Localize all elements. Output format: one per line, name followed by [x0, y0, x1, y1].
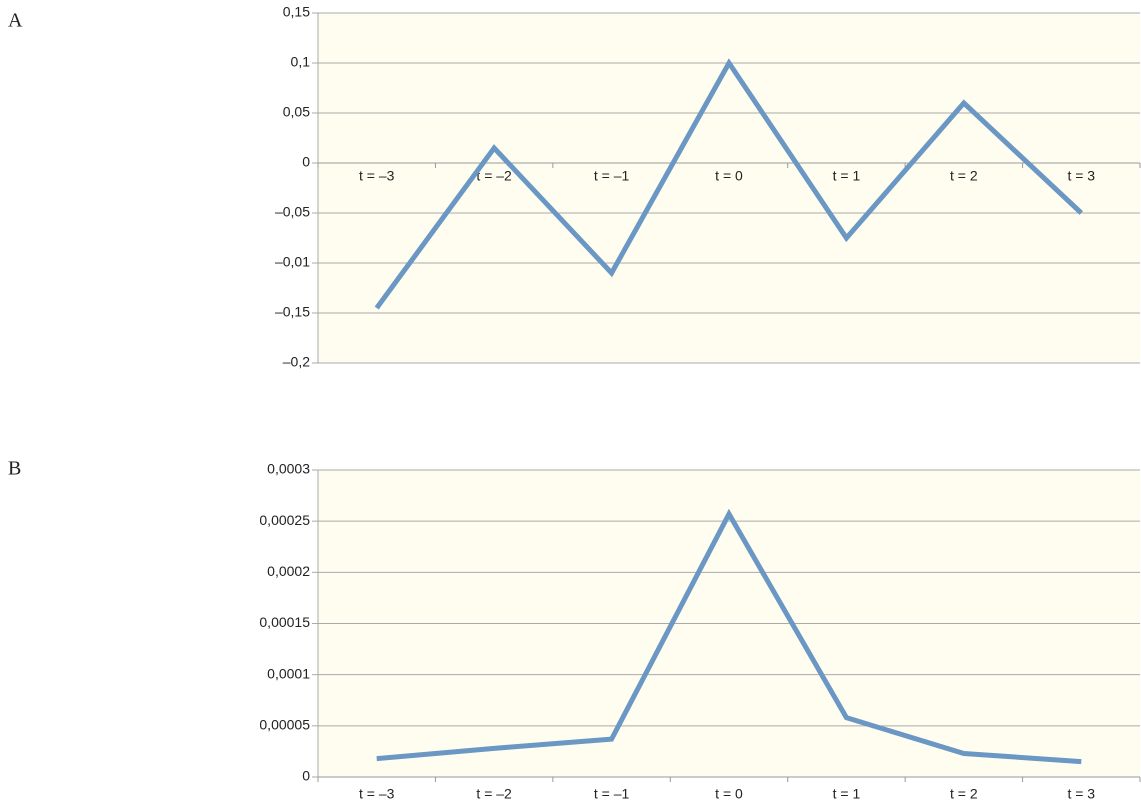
x-tick-label: t = 2: [950, 168, 978, 184]
y-tick-label: –0,05: [275, 204, 310, 220]
y-tick-label: 0,00005: [259, 717, 310, 733]
x-tick-label: t = –1: [594, 168, 630, 184]
y-tick-label: 0,00025: [259, 512, 310, 528]
x-tick-label: t = 1: [833, 168, 861, 184]
x-tick-label: t = 2: [950, 786, 978, 802]
y-tick-label: 0,15: [283, 4, 310, 20]
y-tick-label: 0,00015: [259, 614, 310, 630]
x-tick-label: t = 1: [833, 786, 861, 802]
y-tick-label: –0,15: [275, 304, 310, 320]
x-tick-label: t = 0: [715, 168, 743, 184]
x-tick-label: t = –1: [594, 786, 630, 802]
y-tick-label: 0,1: [291, 54, 311, 70]
panel-label: B: [8, 458, 21, 480]
x-tick-label: t = 3: [1067, 786, 1095, 802]
x-tick-label: t = –3: [359, 168, 395, 184]
x-tick-label: t = –2: [476, 786, 512, 802]
panel-label: A: [8, 10, 23, 32]
data-line: [376, 508, 1082, 765]
y-tick-label: 0,0002: [267, 563, 310, 579]
y-tick-label: 0,0001: [267, 665, 310, 681]
y-tick-label: –0,01: [275, 254, 310, 270]
y-tick-label: –0,2: [283, 354, 310, 370]
y-tick-label: 0,05: [283, 104, 310, 120]
y-tick-label: 0,0003: [267, 461, 310, 477]
plot-area: [318, 13, 1140, 363]
x-tick-label: t = 3: [1067, 168, 1095, 184]
x-tick-label: t = –2: [476, 168, 512, 184]
y-tick-label: 0: [302, 768, 310, 784]
x-tick-label: t = 0: [715, 786, 743, 802]
y-tick-label: 0: [302, 154, 310, 170]
data-line: [374, 58, 1083, 310]
x-tick-label: t = –3: [359, 786, 395, 802]
